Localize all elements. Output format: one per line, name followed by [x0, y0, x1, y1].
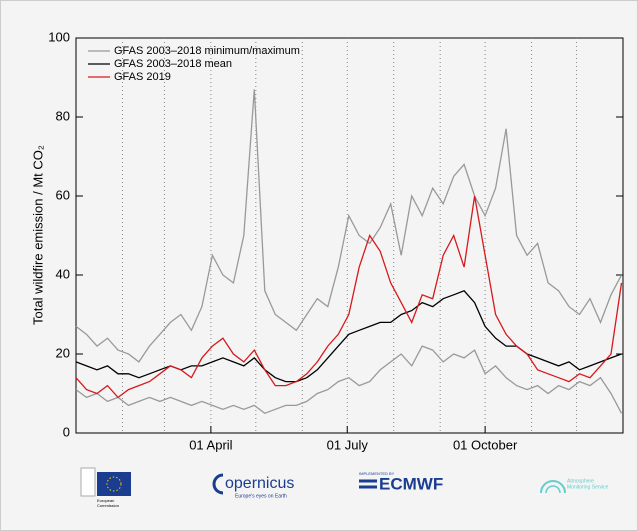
cams-logo: Atmosphere Monitoring Service	[540, 478, 609, 494]
legend-label: GFAS 2019	[114, 71, 171, 83]
legend-label: GFAS 2003–2018 minimum/maximum	[114, 45, 300, 57]
ecmwf-implemented: IMPLEMENTED BY	[359, 471, 395, 476]
y-axis-label: Total wildfire emission / Mt CO₂	[30, 145, 45, 325]
ecmwf-logo: IMPLEMENTED BY ECMWF	[359, 471, 443, 493]
x-tick-label: 01 April	[189, 437, 232, 452]
y-tick-label: 40	[56, 266, 70, 281]
y-tick-label: 60	[56, 187, 70, 202]
cams-text: Monitoring Service	[567, 484, 609, 490]
copernicus-tagline: Europe's eyes on Earth	[235, 493, 287, 499]
plot-frame	[75, 37, 624, 434]
x-tick-label: 01 July	[327, 437, 369, 452]
ecmwf-text: ECMWF	[379, 474, 443, 493]
ec-text: European	[97, 498, 114, 503]
y-tick-label: 100	[48, 29, 70, 44]
ec-text: Commission	[97, 503, 119, 508]
copernicus-text: opernicus	[225, 475, 294, 492]
series-line	[75, 195, 623, 399]
y-tick-label: 20	[56, 345, 70, 360]
y-tick-label: 0	[63, 424, 70, 439]
cams-text: Atmosphere	[567, 478, 594, 484]
ec-logo: European Commission	[80, 467, 131, 508]
legend-label: GFAS 2003–2018 mean	[114, 58, 232, 70]
y-tick-label: 80	[56, 108, 70, 123]
series-line	[75, 345, 623, 415]
series-line	[75, 89, 623, 363]
series-line	[75, 290, 622, 383]
x-tick-label: 01 October	[453, 437, 518, 452]
copernicus-logo: opernicus Europe's eyes on Earth	[212, 473, 294, 499]
